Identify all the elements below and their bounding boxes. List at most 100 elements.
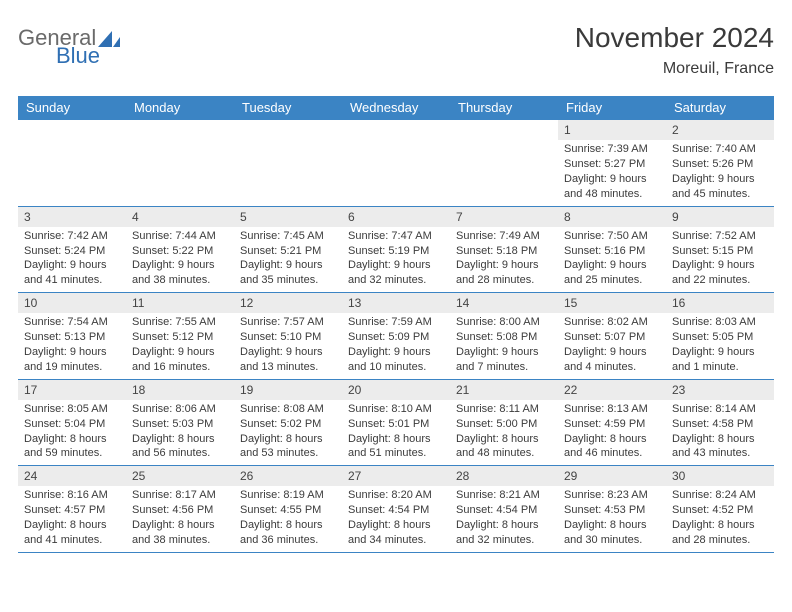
daylight2-text: and 45 minutes. — [672, 187, 768, 202]
daylight1-text: Daylight: 8 hours — [24, 518, 120, 533]
calendar-page: General Blue November 2024 Moreuil, Fran… — [0, 0, 792, 563]
day-number: 28 — [450, 466, 558, 486]
sunrise-text: Sunrise: 8:03 AM — [672, 315, 768, 330]
daylight2-text: and 48 minutes. — [456, 446, 552, 461]
daylight1-text: Daylight: 8 hours — [564, 432, 660, 447]
sunrise-text: Sunrise: 7:54 AM — [24, 315, 120, 330]
daylight2-text: and 32 minutes. — [348, 273, 444, 288]
calendar: Sunday Monday Tuesday Wednesday Thursday… — [18, 96, 774, 553]
sunrise-text: Sunrise: 8:10 AM — [348, 402, 444, 417]
calendar-cell: 13Sunrise: 7:59 AMSunset: 5:09 PMDayligh… — [342, 293, 450, 379]
sunrise-text: Sunrise: 8:20 AM — [348, 488, 444, 503]
day-number: 16 — [666, 293, 774, 313]
calendar-cell: 2Sunrise: 7:40 AMSunset: 5:26 PMDaylight… — [666, 120, 774, 206]
sunset-text: Sunset: 5:01 PM — [348, 417, 444, 432]
sunrise-text: Sunrise: 8:13 AM — [564, 402, 660, 417]
daylight1-text: Daylight: 9 hours — [456, 258, 552, 273]
daylight1-text: Daylight: 8 hours — [456, 432, 552, 447]
day-number: 14 — [450, 293, 558, 313]
weekday-header: Wednesday — [342, 96, 450, 120]
daylight2-text: and 48 minutes. — [564, 187, 660, 202]
sunrise-text: Sunrise: 8:23 AM — [564, 488, 660, 503]
daylight2-text: and 32 minutes. — [456, 533, 552, 548]
day-number: 20 — [342, 380, 450, 400]
daylight1-text: Daylight: 9 hours — [348, 258, 444, 273]
sunrise-text: Sunrise: 7:39 AM — [564, 142, 660, 157]
logo: General Blue — [18, 28, 120, 67]
sunrise-text: Sunrise: 7:44 AM — [132, 229, 228, 244]
day-number: 6 — [342, 207, 450, 227]
day-details: Sunrise: 7:54 AMSunset: 5:13 PMDaylight:… — [18, 315, 126, 378]
sunset-text: Sunset: 5:15 PM — [672, 244, 768, 259]
daylight1-text: Daylight: 9 hours — [132, 258, 228, 273]
daylight2-text: and 16 minutes. — [132, 360, 228, 375]
sunrise-text: Sunrise: 7:50 AM — [564, 229, 660, 244]
day-details: Sunrise: 8:23 AMSunset: 4:53 PMDaylight:… — [558, 488, 666, 551]
daylight2-text: and 38 minutes. — [132, 273, 228, 288]
sunrise-text: Sunrise: 7:49 AM — [456, 229, 552, 244]
calendar-row: 17Sunrise: 8:05 AMSunset: 5:04 PMDayligh… — [18, 380, 774, 467]
daylight2-text: and 41 minutes. — [24, 273, 120, 288]
day-details: Sunrise: 8:16 AMSunset: 4:57 PMDaylight:… — [18, 488, 126, 551]
calendar-cell: 26Sunrise: 8:19 AMSunset: 4:55 PMDayligh… — [234, 466, 342, 552]
sunrise-text: Sunrise: 8:06 AM — [132, 402, 228, 417]
day-number: 22 — [558, 380, 666, 400]
weekday-header: Friday — [558, 96, 666, 120]
day-number: 4 — [126, 207, 234, 227]
calendar-cell: 17Sunrise: 8:05 AMSunset: 5:04 PMDayligh… — [18, 380, 126, 466]
daylight1-text: Daylight: 9 hours — [672, 345, 768, 360]
calendar-cell: 12Sunrise: 7:57 AMSunset: 5:10 PMDayligh… — [234, 293, 342, 379]
sunset-text: Sunset: 5:19 PM — [348, 244, 444, 259]
daylight2-text: and 28 minutes. — [672, 533, 768, 548]
daylight2-text: and 10 minutes. — [348, 360, 444, 375]
day-number: 8 — [558, 207, 666, 227]
daylight2-text: and 28 minutes. — [456, 273, 552, 288]
day-details: Sunrise: 8:08 AMSunset: 5:02 PMDaylight:… — [234, 402, 342, 465]
daylight2-text: and 7 minutes. — [456, 360, 552, 375]
weekday-header: Tuesday — [234, 96, 342, 120]
day-details: Sunrise: 8:14 AMSunset: 4:58 PMDaylight:… — [666, 402, 774, 465]
sunrise-text: Sunrise: 8:08 AM — [240, 402, 336, 417]
daylight1-text: Daylight: 9 hours — [240, 258, 336, 273]
weekday-header: Sunday — [18, 96, 126, 120]
sunrise-text: Sunrise: 8:24 AM — [672, 488, 768, 503]
day-number: 27 — [342, 466, 450, 486]
calendar-cell: 6Sunrise: 7:47 AMSunset: 5:19 PMDaylight… — [342, 207, 450, 293]
day-number: 13 — [342, 293, 450, 313]
day-details: Sunrise: 7:42 AMSunset: 5:24 PMDaylight:… — [18, 229, 126, 292]
day-details: Sunrise: 7:39 AMSunset: 5:27 PMDaylight:… — [558, 142, 666, 205]
sunset-text: Sunset: 5:18 PM — [456, 244, 552, 259]
daylight2-text: and 43 minutes. — [672, 446, 768, 461]
day-number: 25 — [126, 466, 234, 486]
daylight1-text: Daylight: 8 hours — [456, 518, 552, 533]
daylight2-text: and 46 minutes. — [564, 446, 660, 461]
weekday-header: Saturday — [666, 96, 774, 120]
sunset-text: Sunset: 5:02 PM — [240, 417, 336, 432]
sunrise-text: Sunrise: 7:52 AM — [672, 229, 768, 244]
calendar-row: 24Sunrise: 8:16 AMSunset: 4:57 PMDayligh… — [18, 466, 774, 553]
day-number: 18 — [126, 380, 234, 400]
daylight1-text: Daylight: 9 hours — [24, 345, 120, 360]
sunrise-text: Sunrise: 8:00 AM — [456, 315, 552, 330]
daylight2-text: and 56 minutes. — [132, 446, 228, 461]
daylight1-text: Daylight: 9 hours — [456, 345, 552, 360]
sunrise-text: Sunrise: 8:16 AM — [24, 488, 120, 503]
calendar-row: 1Sunrise: 7:39 AMSunset: 5:27 PMDaylight… — [18, 120, 774, 207]
daylight2-text: and 30 minutes. — [564, 533, 660, 548]
calendar-cell: 29Sunrise: 8:23 AMSunset: 4:53 PMDayligh… — [558, 466, 666, 552]
sunset-text: Sunset: 5:08 PM — [456, 330, 552, 345]
daylight1-text: Daylight: 9 hours — [132, 345, 228, 360]
day-number: 21 — [450, 380, 558, 400]
sunrise-text: Sunrise: 8:05 AM — [24, 402, 120, 417]
day-details: Sunrise: 7:55 AMSunset: 5:12 PMDaylight:… — [126, 315, 234, 378]
day-number: 15 — [558, 293, 666, 313]
sunset-text: Sunset: 5:26 PM — [672, 157, 768, 172]
daylight1-text: Daylight: 9 hours — [564, 172, 660, 187]
calendar-body: 1Sunrise: 7:39 AMSunset: 5:27 PMDaylight… — [18, 120, 774, 553]
sunset-text: Sunset: 5:13 PM — [24, 330, 120, 345]
day-details: Sunrise: 8:21 AMSunset: 4:54 PMDaylight:… — [450, 488, 558, 551]
day-details: Sunrise: 7:49 AMSunset: 5:18 PMDaylight:… — [450, 229, 558, 292]
calendar-cell: 11Sunrise: 7:55 AMSunset: 5:12 PMDayligh… — [126, 293, 234, 379]
sunset-text: Sunset: 4:52 PM — [672, 503, 768, 518]
day-details: Sunrise: 7:45 AMSunset: 5:21 PMDaylight:… — [234, 229, 342, 292]
